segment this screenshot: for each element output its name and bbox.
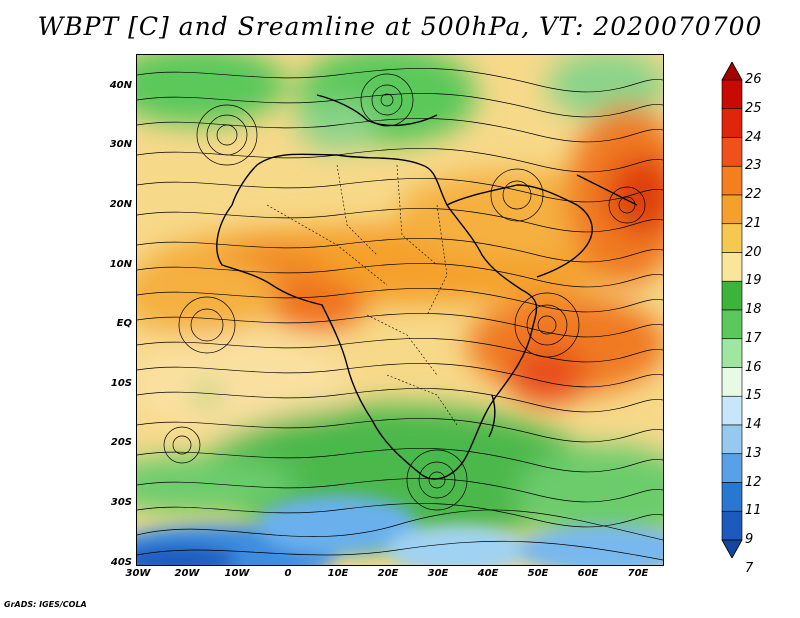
lat-label: 10S [110, 378, 132, 389]
colorbar-swatch [721, 280, 743, 311]
footer-credit: GrADS: IGES/COLA [4, 600, 87, 609]
colorbar-tick-label: 22 [745, 187, 762, 202]
colorbar-tick-label: 25 [745, 100, 762, 116]
colorbar-swatch [721, 510, 743, 541]
colorbar-tick-label: 15 [745, 388, 762, 404]
colorbar-swatch [721, 424, 743, 455]
colorbar-swatch [721, 79, 743, 110]
lat-label: 40N [109, 80, 132, 91]
streamlines [137, 68, 663, 561]
colorbar-swatch [721, 309, 743, 340]
lon-label: 0 [284, 568, 292, 579]
lon-label: 10E [327, 568, 349, 579]
wbpt-shading [137, 55, 663, 545]
colorbar-swatch [721, 367, 743, 397]
country-borders [266, 164, 458, 426]
colorbar-tick-label: 17 [745, 330, 762, 346]
colorbar-swatch [721, 453, 743, 483]
colorbar-tick-label: 26 [745, 72, 762, 87]
lon-label: 20W [174, 568, 200, 579]
lon-label: 40E [477, 568, 499, 579]
colorbar-top-arrow [721, 62, 743, 81]
lat-label: 20N [109, 199, 132, 210]
lat-label: 20S [110, 437, 132, 448]
colorbar-tick-label: 19 [745, 273, 762, 289]
chart-title: WBPT [C] and Sreamline at 500hPa, VT: 20… [37, 12, 763, 41]
colorbar-swatch [721, 252, 743, 282]
colorbar-swatch [721, 194, 743, 225]
lon-label: 70E [627, 568, 649, 579]
colorbar-tick-label: 7 [745, 560, 754, 576]
colorbar-tick-label: 13 [745, 445, 762, 461]
colorbar-tick-label: 9 [745, 532, 754, 547]
lat-label: 10N [109, 259, 132, 270]
map-canvas [137, 55, 663, 565]
colorbar-swatch [721, 108, 743, 138]
colorbar-tick-label: 14 [745, 417, 762, 432]
colorbar-bottom-arrow [721, 539, 743, 558]
lon-label: 50E [527, 568, 549, 579]
colorbar-swatch [721, 482, 743, 512]
colorbar [721, 62, 743, 558]
colorbar-tick-label: 18 [745, 302, 762, 317]
colorbar-swatch [721, 395, 743, 426]
colorbar-tick-label: 23 [745, 158, 762, 174]
lon-label: 30W [125, 568, 151, 579]
coastlines [216, 94, 638, 480]
colorbar-tick-label: 16 [745, 359, 762, 375]
colorbar-tick-label: 20 [745, 244, 762, 260]
colorbar-swatch [721, 137, 743, 167]
colorbar-swatch [721, 338, 743, 368]
colorbar-tick-label: 11 [745, 503, 762, 519]
colorbar-swatch [721, 223, 743, 253]
colorbar-swatch [721, 165, 743, 196]
lon-label: 60E [577, 568, 599, 579]
colorbar-tick-label: 21 [745, 215, 762, 231]
cold-blue-region [137, 495, 663, 565]
colorbar-tick-label: 24 [745, 129, 762, 145]
lat-label: 40S [110, 557, 132, 568]
lat-label: 30N [109, 139, 132, 150]
lat-label: EQ [116, 318, 132, 329]
map-panel [136, 54, 664, 566]
lon-label: 30E [427, 568, 449, 579]
lon-label: 20E [377, 568, 399, 579]
lon-label: 10W [224, 568, 250, 579]
colorbar-tick-label: 12 [745, 474, 762, 490]
lat-label: 30S [110, 497, 132, 508]
